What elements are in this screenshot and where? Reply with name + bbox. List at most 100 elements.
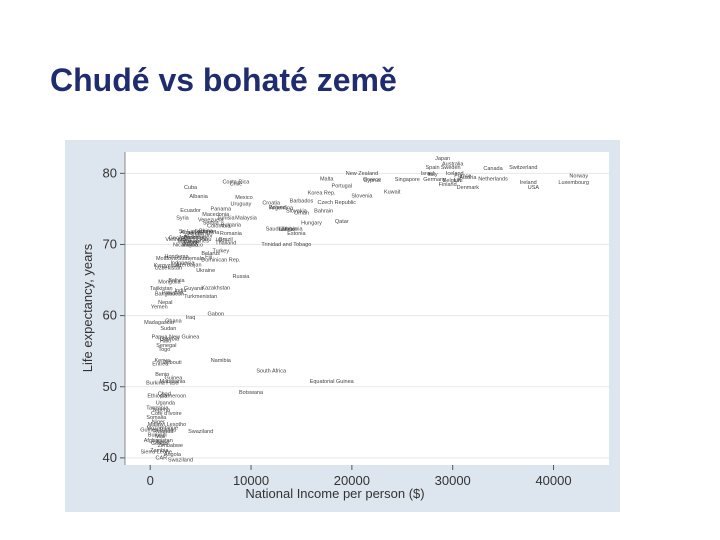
point-label: Hungary [301,221,322,227]
point-label: Norway [569,174,588,180]
point-label: Bulgaria [221,223,242,229]
point-label: Lebanon [195,229,216,235]
point-label: Burkina Faso [146,381,178,387]
point-label: Latvia [279,227,295,233]
point-label: Belgium [443,178,463,184]
point-label: Albania [189,194,208,200]
point-label: Saudi Arabia [266,226,298,232]
point-label: Vietnam [165,237,185,243]
point-label: Barbados [290,199,314,205]
point-label: Austria [459,175,477,181]
point-label: Burundi [148,433,167,439]
point-label: Ukraine [196,268,215,274]
point-label: Thailand [215,240,236,246]
point-label: Estonia [287,231,306,237]
point-label: Guinea-Bissau [140,428,176,434]
x-tick-label: 30000 [435,473,471,488]
point-label: Cameroon [161,393,187,399]
point-label: USA [528,185,540,191]
chart-panel: Japan Australia Spain Sweden Switzerland Cana… [65,140,620,512]
point-label: France [454,174,471,180]
point-label: Botswana [239,390,264,396]
point-label: Serbia [203,221,220,227]
point-label: Zambia [150,448,169,454]
point-label: Israel [421,171,434,177]
point-label: Turkmenistan [184,294,217,300]
point-label: Azerbaijan [176,263,202,269]
point-label: Namibia [211,358,232,364]
point-label: Gambia [160,337,180,343]
point-label: Iceland [446,171,464,177]
point-label: Liberia [153,440,170,446]
point-label: Mali [155,434,165,440]
point-label: Nepal [158,300,172,306]
point-label: India [174,288,187,294]
point-label: Maldives [178,239,200,245]
point-label: Tajikistan [150,286,173,292]
point-label: Congo [151,441,167,447]
point-label: Argentina [270,206,294,212]
point-label: Pakistan [162,290,183,296]
point-label: Portugal [332,184,353,190]
point-label: Kenya [155,358,172,364]
point-label: Brazil [219,237,233,243]
point-label: Uganda [156,401,176,407]
point-label: Rwanda [153,429,174,435]
point-label: Bahrain [314,208,333,214]
point-label: Sierra Leone [141,450,173,456]
point-label: Costa Rica [222,179,250,185]
point-label: Venezuela [198,218,225,224]
x-tick-label: 20000 [334,473,370,488]
point-label: Jordan [187,231,204,237]
point-label: Singapore [395,177,420,183]
point-label: Eritrea [152,361,169,367]
point-label: Madagascar [144,320,174,326]
point-label: Gabon [207,312,224,318]
point-label: Afghanistan [144,438,173,444]
point-label: Mauritania [160,379,187,385]
point-label: Fiji [205,255,212,261]
grid-lines [125,172,609,459]
point-label: Qatar [335,219,349,225]
point-label: Chile [230,181,243,187]
point-label: South Africa [256,369,287,375]
point-label: Spain [426,165,440,171]
point-label: Paraguay [184,235,208,241]
point-label: Mongolia [158,280,181,286]
point-label: Kyrgyzstan [154,263,181,269]
point-label: Cyprus [363,178,381,184]
point-label: Slovakia [286,208,308,214]
point-label: Mozambique [147,425,179,431]
point-label: CAR [155,455,167,461]
point-label: Ethiopia [147,393,168,399]
point-label: Swaziland [188,429,213,435]
point-label: El Salvador [185,233,213,239]
point-label: Morocco [182,243,203,249]
y-ticks: 40 50 60 70 80 [103,152,126,465]
point-label: Lithuania [280,226,303,232]
point-label: Greece [363,177,381,183]
y-tick-label: 80 [103,165,117,180]
point-label: Mexico [235,195,252,201]
point-label: Macedonia [202,212,230,218]
point-label: Kazakhstan [201,285,230,291]
point-label: Nicaragua [173,243,199,249]
point-label: Cuba [184,185,198,191]
point-label: Swaziland [168,457,193,463]
x-ticks: 0 10000 20000 30000 40000 [147,465,572,488]
point-label: Equatorial Guinea [310,379,355,385]
point-label: Russia [233,274,251,280]
point-label: Cote d'Ivoire [151,411,182,417]
point-label: Zimbabwe [158,443,183,449]
point-label: Uzbekistan [155,265,182,271]
point-label: Australia [442,162,464,168]
point-label: Peru [200,237,212,243]
point-label: Senegal [156,343,176,349]
point-label: Canada [483,166,503,172]
point-label: Lesotho [167,422,187,428]
point-label: Somalia [146,415,167,421]
point-label: Djibouti [163,360,181,366]
point-label: Poland [269,205,286,211]
point-label: Denmark [457,185,480,191]
point-label: Haiti [160,339,171,345]
